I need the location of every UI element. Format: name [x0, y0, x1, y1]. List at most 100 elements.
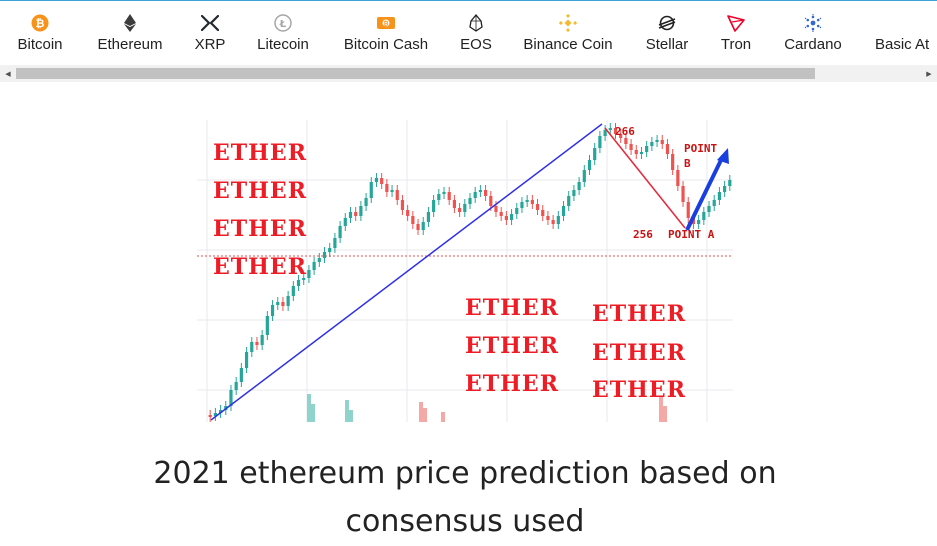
candle-body	[354, 212, 358, 216]
volume-bar	[345, 400, 349, 422]
scroll-left-arrow-icon[interactable]: ◀	[5, 70, 11, 78]
candle-body	[535, 204, 540, 210]
candle-body	[697, 220, 701, 224]
svg-text:₿: ₿	[36, 17, 45, 30]
candle-body	[494, 206, 498, 212]
candle-body	[712, 200, 716, 206]
coin-tab-xrp[interactable]: XRP	[194, 1, 226, 64]
scrollbar-thumb[interactable]	[16, 68, 815, 79]
candle-body	[650, 142, 654, 146]
candle-body	[432, 200, 436, 212]
candle-body	[598, 136, 602, 148]
candle-body	[338, 226, 342, 238]
candle-body	[707, 206, 711, 212]
candle-body	[442, 192, 446, 194]
coin-tab-basic-attention[interactable]: Basic At	[875, 1, 937, 64]
candle-body	[504, 216, 508, 220]
candle-body	[312, 262, 316, 270]
candle-body	[509, 214, 514, 220]
candle-body	[260, 335, 264, 345]
candle-body	[447, 192, 451, 200]
candle-body	[483, 190, 488, 196]
ether-watermark: ETHER	[213, 254, 307, 280]
candle-body	[655, 140, 659, 142]
coin-tab-eos[interactable]: EOS	[460, 1, 492, 64]
candle-body	[380, 178, 384, 184]
coin-tab-litecoin[interactable]: Ł Litecoin	[254, 1, 312, 64]
coin-label: Cardano	[784, 36, 842, 53]
coin-label: Stellar	[645, 36, 689, 53]
candle-body	[390, 190, 394, 192]
candle-body	[302, 278, 306, 280]
volume-bar	[663, 406, 667, 422]
candle-body	[406, 210, 410, 216]
candle-body	[385, 184, 389, 192]
ether-watermark: ETHER	[465, 333, 559, 359]
coin-tab-stellar[interactable]: Stellar	[643, 1, 691, 64]
candle-body	[624, 138, 628, 144]
candle-body	[613, 128, 618, 134]
candle-body	[250, 342, 254, 352]
candle-body	[593, 148, 597, 160]
volume-bar	[419, 402, 423, 422]
ethereum-icon	[120, 13, 140, 33]
candle-body	[343, 218, 347, 226]
candle-body	[281, 302, 285, 306]
label-point-b: POINT	[684, 142, 717, 155]
coin-tab-bitcoin[interactable]: ₿ Bitcoin	[14, 1, 66, 64]
scroll-right-arrow-icon[interactable]: ▶	[926, 70, 932, 78]
candle-body	[572, 190, 576, 196]
candle-body	[333, 238, 337, 248]
candle-body	[645, 146, 649, 152]
coin-tab-ethereum[interactable]: Ethereum	[95, 1, 165, 64]
candle-body	[411, 216, 415, 224]
candle-body	[587, 160, 592, 170]
volume-bar	[311, 404, 315, 422]
candle-body	[374, 178, 379, 182]
litecoin-icon: Ł	[273, 13, 293, 33]
candle-body	[676, 170, 680, 186]
candle-body	[213, 413, 217, 416]
svg-text:₿: ₿	[384, 21, 389, 28]
candle-body	[348, 212, 353, 218]
candle-body	[551, 220, 555, 224]
candle-body	[671, 154, 675, 170]
ether-watermark: ETHER	[213, 216, 307, 242]
svg-text:Ł: Ł	[279, 19, 287, 30]
candle-body	[307, 270, 311, 278]
coin-label: Tron	[720, 36, 752, 53]
ether-watermark: ETHER	[465, 371, 559, 397]
coin-label: EOS	[460, 36, 492, 53]
volume-bar	[441, 412, 445, 422]
drop-line	[604, 127, 686, 229]
coin-tab-cardano[interactable]: Cardano	[782, 1, 844, 64]
eos-icon	[466, 13, 486, 33]
coin-tab-binance-coin[interactable]: Binance Coin	[520, 1, 616, 64]
horizontal-scrollbar[interactable]: ◀ ▶	[0, 65, 937, 82]
candle-body	[416, 224, 420, 230]
candle-body	[317, 258, 321, 262]
candle-body	[463, 204, 467, 212]
candle-body	[270, 305, 275, 316]
candle-body	[525, 200, 529, 202]
candle-body	[489, 196, 493, 206]
candle-body	[582, 170, 586, 182]
coin-tab-tron[interactable]: Tron	[719, 1, 753, 64]
ether-watermark: ETHER	[213, 140, 307, 166]
candle-body	[234, 382, 238, 390]
ether-watermark: ETHER	[213, 178, 307, 204]
coin-label: XRP	[194, 36, 226, 53]
candle-body	[286, 296, 290, 306]
candle-body	[702, 212, 706, 220]
candle-body	[577, 182, 581, 190]
coin-tab-bitcoin-cash[interactable]: ₿ Bitcoin Cash	[341, 1, 431, 64]
candle-body	[723, 186, 727, 192]
candle-body	[364, 198, 368, 206]
top-accent-line	[0, 0, 937, 1]
candle-body	[359, 206, 363, 216]
candle-body	[546, 216, 550, 220]
volume-bar	[659, 396, 663, 422]
stellar-icon	[657, 13, 677, 33]
candle-body	[276, 302, 280, 305]
ether-watermark: ETHER	[592, 377, 686, 403]
